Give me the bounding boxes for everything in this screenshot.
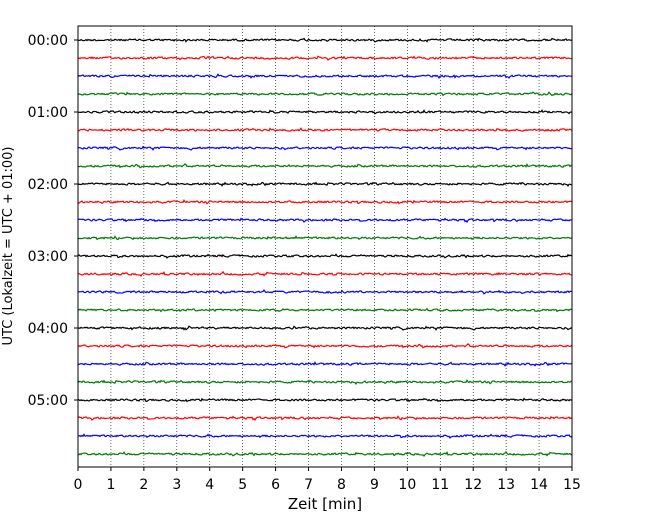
x-tick-label: 10 — [398, 477, 416, 493]
trace-0045 — [77, 91, 573, 97]
y-axis-ticks: 00:00 01:00 02:00 03:00 04:00 05:00 — [28, 33, 78, 409]
trace-0030 — [77, 73, 573, 80]
plot-frame — [77, 25, 573, 468]
trace-0530 — [77, 433, 573, 439]
x-tick-label: 11 — [431, 477, 449, 493]
trace-0345 — [77, 307, 573, 313]
x-tick-label: 9 — [370, 477, 379, 493]
trace-0000 — [77, 37, 573, 43]
x-tick-label: 1 — [106, 477, 115, 493]
trace-0245 — [77, 235, 573, 241]
y-tick-label: 04:00 — [28, 321, 68, 337]
y-tick-label: 05:00 — [28, 393, 68, 409]
x-tick-label: 8 — [337, 477, 346, 493]
trace-0300 — [77, 253, 573, 259]
trace-0415 — [77, 343, 573, 349]
trace-0445 — [77, 379, 573, 386]
y-tick-label: 03:00 — [28, 249, 68, 265]
trace-0230 — [77, 217, 573, 224]
trace-0430 — [77, 361, 573, 367]
x-tick-label: 0 — [74, 477, 83, 493]
trace-0215 — [77, 199, 573, 205]
y-axis-label: UTC (Lokalzeit = UTC + 01:00) — [1, 147, 16, 346]
x-tick-label: 5 — [238, 477, 247, 493]
x-axis-ticks: 0 1 2 3 4 5 6 7 8 9 10 11 12 13 14 15 — [74, 467, 581, 493]
trace-0515 — [77, 415, 573, 422]
x-tick-label: 15 — [563, 477, 581, 493]
trace-0115 — [77, 127, 573, 132]
y-tick-label: 01:00 — [28, 105, 68, 121]
x-tick-label: 7 — [304, 477, 313, 493]
trace-0200 — [77, 181, 573, 188]
trace-0315 — [77, 270, 573, 278]
trace-0130 — [77, 145, 573, 151]
y-tick-label: 00:00 — [28, 33, 68, 49]
trace-0015 — [77, 55, 573, 61]
trace-0330 — [77, 289, 573, 295]
y-tick-label: 02:00 — [28, 177, 68, 193]
x-tick-label: 12 — [464, 477, 482, 493]
trace-0100 — [77, 109, 573, 115]
x-tick-label: 13 — [497, 477, 515, 493]
seismic-traces — [77, 37, 573, 458]
x-tick-label: 2 — [139, 477, 148, 493]
x-tick-label: 14 — [530, 477, 548, 493]
x-axis-label: Zeit [min] — [288, 495, 362, 513]
x-tick-label: 3 — [172, 477, 181, 493]
x-tick-label: 4 — [205, 477, 214, 493]
trace-0500 — [77, 397, 573, 403]
trace-0145 — [77, 163, 573, 169]
trace-0545 — [77, 450, 573, 458]
x-tick-label: 6 — [271, 477, 280, 493]
trace-0400 — [77, 325, 573, 331]
